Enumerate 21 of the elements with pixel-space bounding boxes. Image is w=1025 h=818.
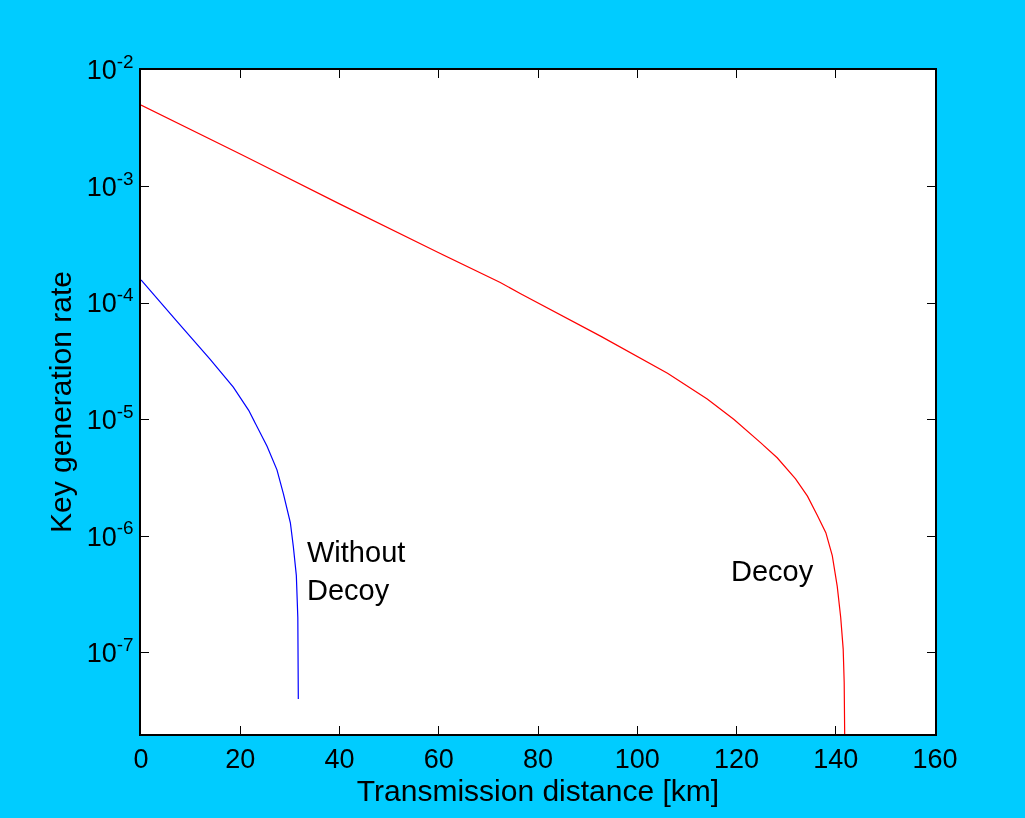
series-label: Decoy bbox=[731, 555, 814, 587]
y-axis-title: Key generation rate bbox=[44, 271, 78, 533]
y-tick-label: 10$^{-5}$ bbox=[86, 400, 134, 435]
x-tick-label: 40 bbox=[324, 744, 355, 775]
x-tick-label: 120 bbox=[713, 744, 760, 775]
y-tick-label: 10$^{-7}$ bbox=[86, 633, 134, 669]
y-tick-label: 10$^{-3}$ bbox=[86, 167, 134, 202]
x-tick-label: 0 bbox=[133, 744, 149, 775]
x-tick-label: 140 bbox=[813, 744, 859, 775]
series-label: Without Decoy bbox=[307, 536, 406, 606]
line-series bbox=[141, 104, 846, 734]
x-tick-label: 20 bbox=[225, 744, 256, 775]
y-tick-label: 10$^{-6}$ bbox=[86, 517, 134, 552]
x-tick-label: 160 bbox=[912, 744, 958, 775]
line-series bbox=[141, 279, 299, 700]
x-axis-title: Transmission distance [km] bbox=[356, 774, 720, 808]
y-tick-label: 10$^{-2}$ bbox=[86, 51, 134, 86]
x-tick-label: 100 bbox=[614, 744, 660, 775]
y-tick-label: 10$^{-4}$ bbox=[86, 284, 134, 319]
x-tick-label: 60 bbox=[423, 744, 454, 775]
x-tick-label: 80 bbox=[522, 744, 554, 775]
